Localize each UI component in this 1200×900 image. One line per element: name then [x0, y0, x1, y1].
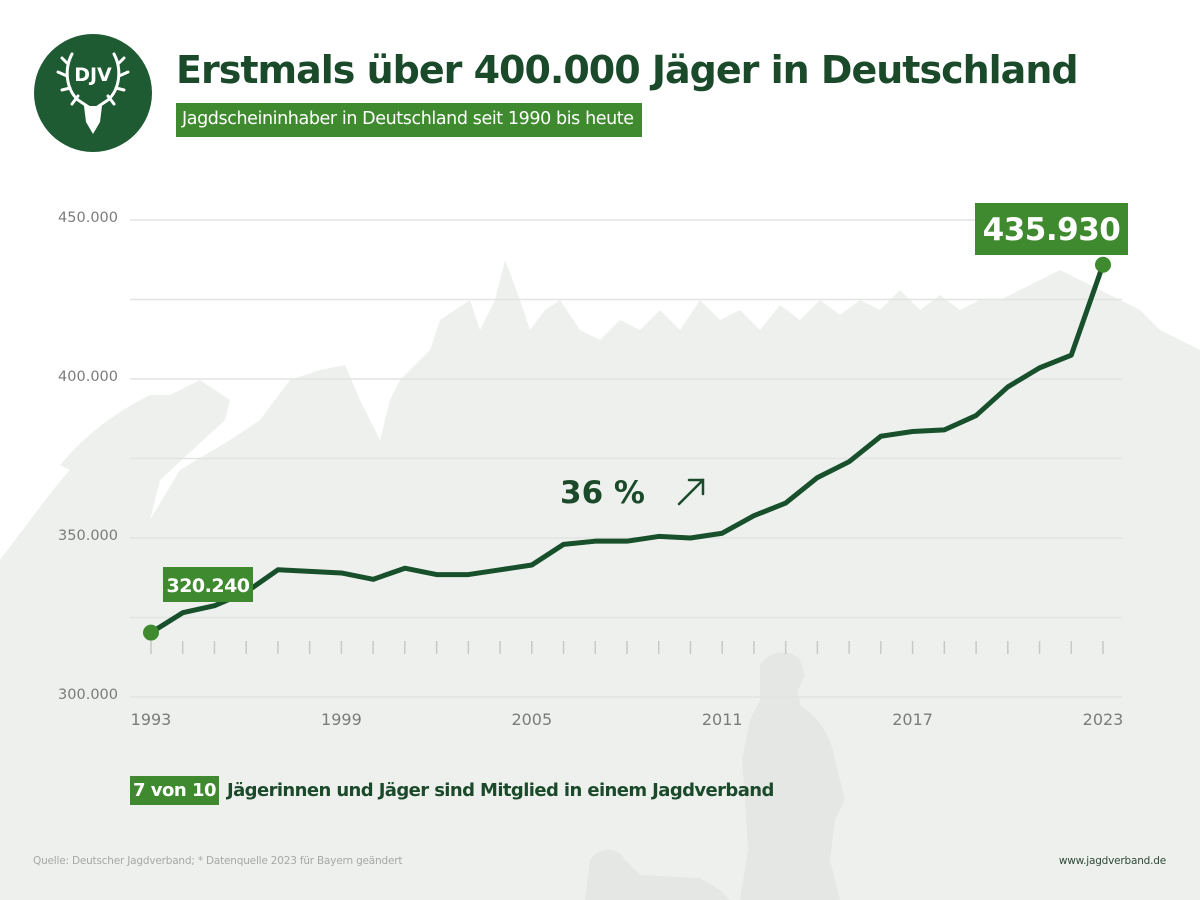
y-tick-label: 300.000	[58, 687, 118, 703]
djv-logo: DJV	[34, 34, 152, 152]
gridlines	[130, 219, 1122, 698]
series-line	[148, 262, 1106, 636]
logo-text: DJV	[74, 64, 112, 86]
series-line-jagdscheininhaber	[148, 262, 1106, 636]
x-tick-label: 2017	[892, 710, 933, 729]
start-value-badge	[163, 567, 253, 602]
y-axis-labels: 300.000 350.000 400.000 450.000	[58, 210, 118, 703]
subtitle-badge: Jagdscheininhaber in Deutschland seit 19…	[176, 103, 642, 137]
arrow-head	[687, 478, 705, 496]
arrow-up-right-icon	[677, 478, 705, 506]
end-point-marker	[1095, 256, 1111, 273]
page-title: Erstmals über 400.000 Jäger in Deutschla…	[176, 48, 1079, 92]
x-tick-label: 1993	[131, 710, 172, 729]
start-point-marker	[143, 624, 159, 641]
x-tick-label: 2005	[511, 710, 552, 729]
annotations: 320.240 435.930 36 %	[143, 203, 1128, 641]
membership-statement: 7 von 10 Jägerinnen und Jäger sind Mitgl…	[130, 775, 774, 805]
x-axis-labels: 1993 1999 2005 2011 2017 2023	[131, 710, 1124, 729]
x-minor-ticks	[150, 641, 1104, 654]
y-tick-label: 350.000	[58, 528, 118, 544]
end-value-label: 435.930	[983, 212, 1121, 248]
y-tick-label: 450.000	[58, 210, 118, 226]
membership-text: Jägerinnen und Jäger sind Mitglied in ei…	[227, 779, 774, 801]
source-note: Quelle: Deutscher Jagdverband; * Datenqu…	[33, 855, 403, 867]
stag-antler-icon	[56, 52, 130, 134]
growth-percent-label: 36 %	[560, 475, 645, 511]
website-link[interactable]: www.jagdverband.de	[1058, 855, 1166, 867]
end-value-badge	[975, 203, 1128, 255]
x-tick-label: 2011	[702, 710, 743, 729]
arrow-shaft	[677, 478, 705, 506]
forest-silhouette	[0, 260, 1200, 900]
y-tick-label: 400.000	[58, 369, 118, 385]
start-value-label: 320.240	[166, 575, 249, 597]
x-tick-label: 1999	[321, 710, 362, 729]
dog-silhouette	[585, 849, 730, 900]
hunter-silhouette	[740, 652, 845, 900]
x-tick-label: 2023	[1083, 710, 1124, 729]
membership-badge: 7 von 10	[130, 775, 220, 805]
